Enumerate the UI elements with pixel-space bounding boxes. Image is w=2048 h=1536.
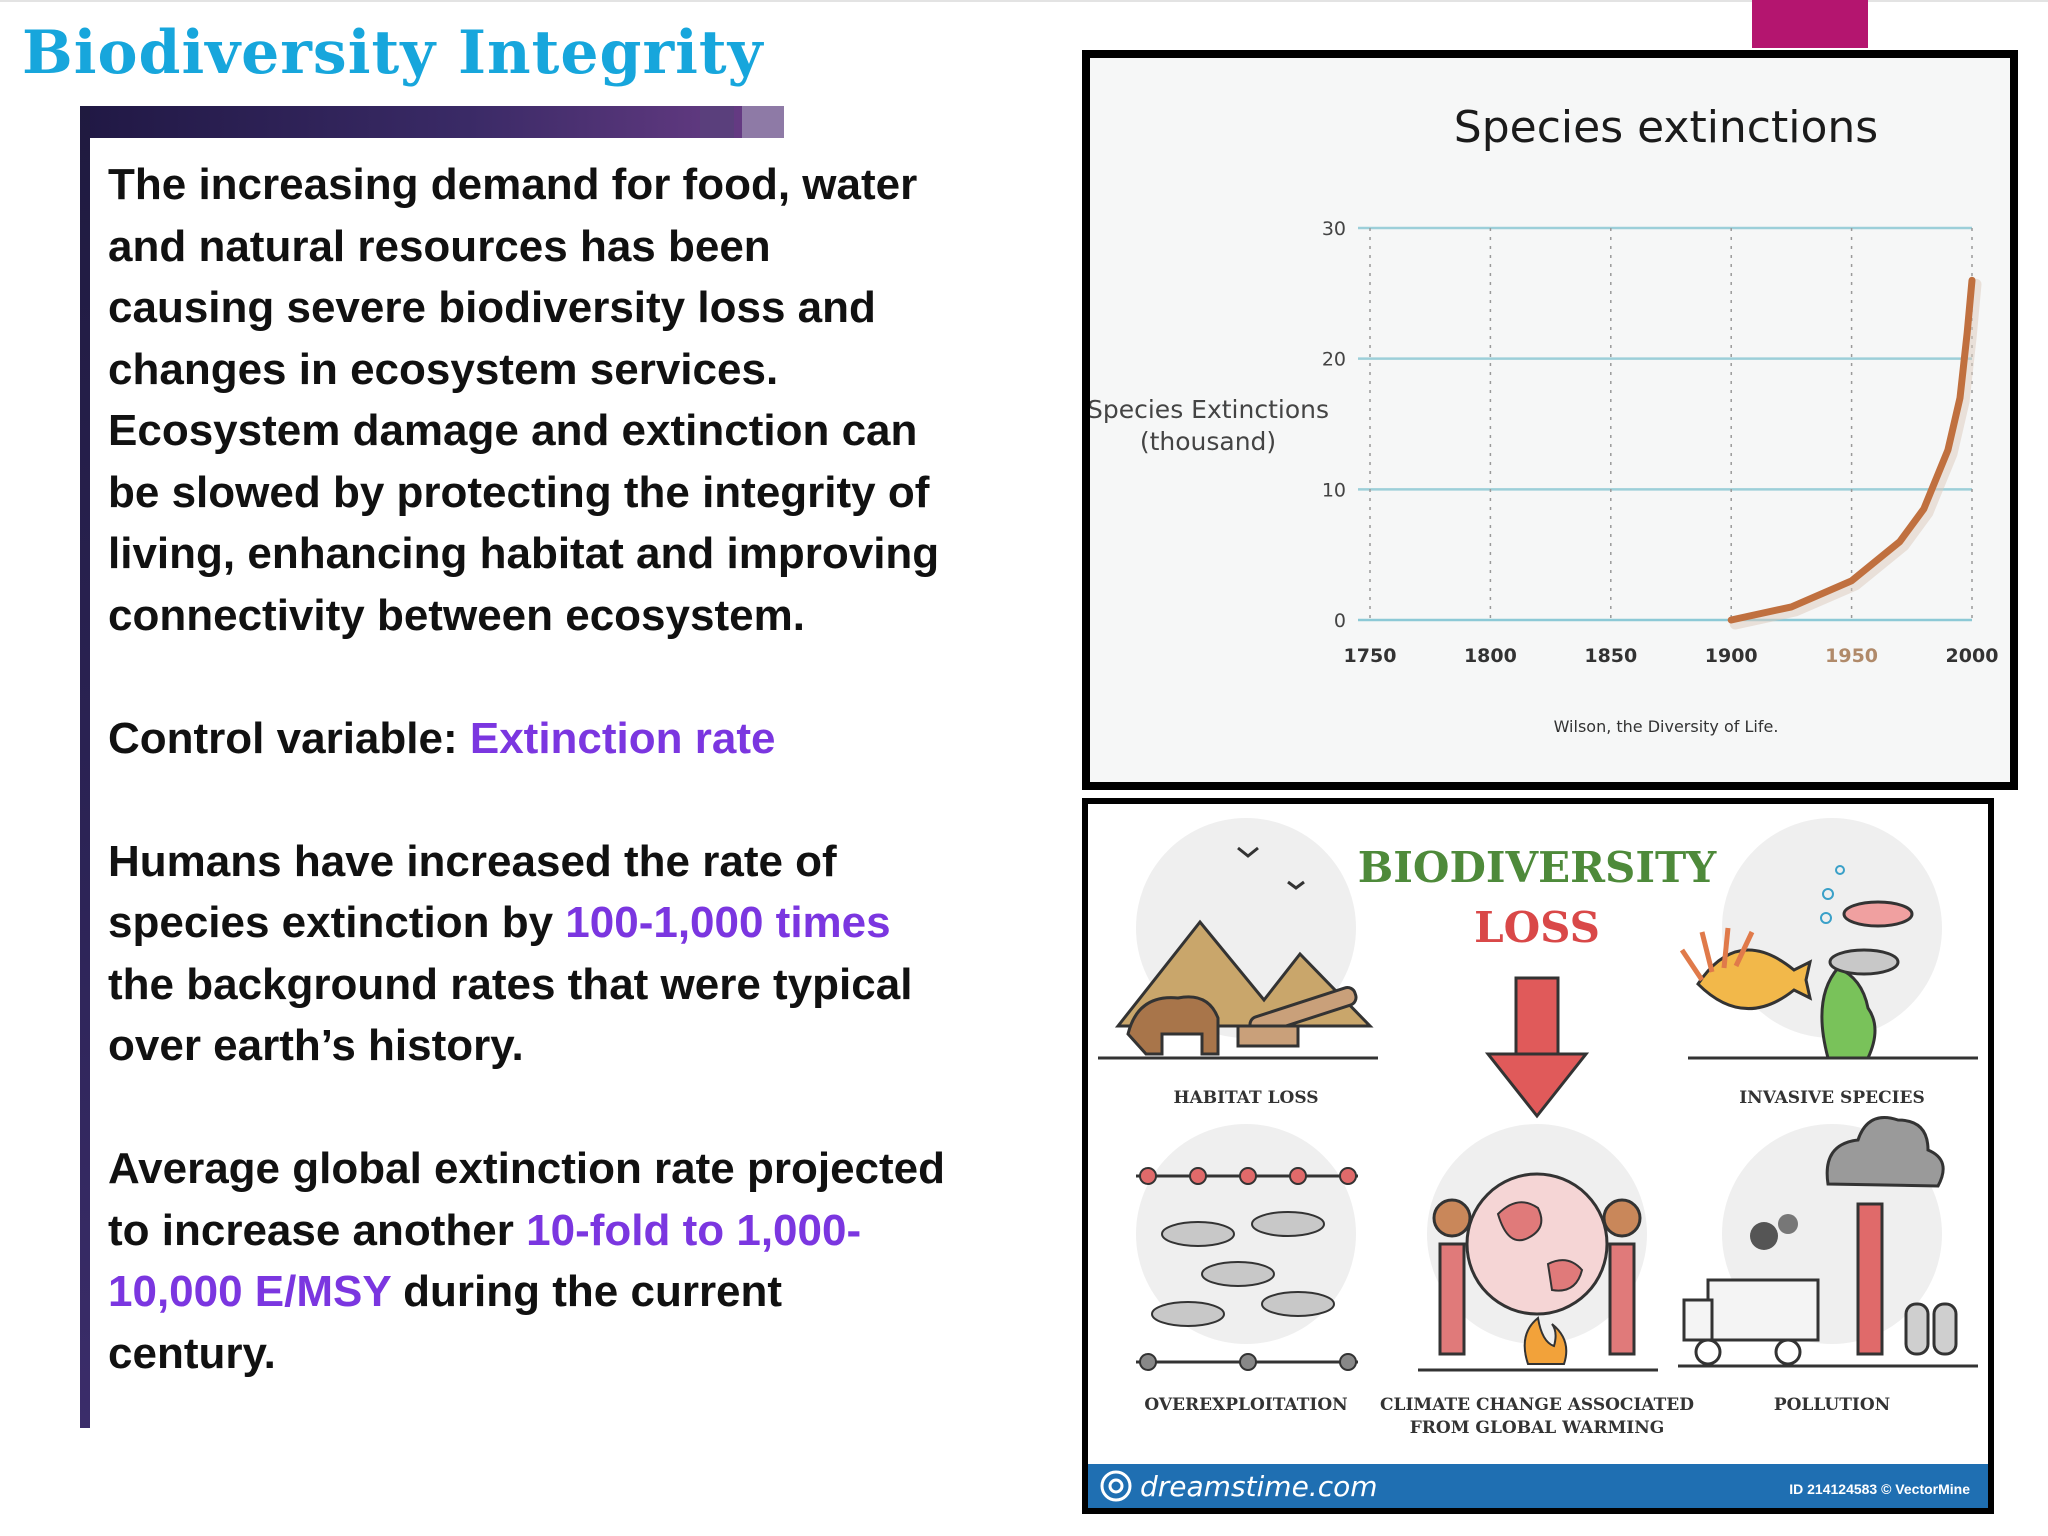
- infographic-title: BIODIVERSITY: [1358, 843, 1718, 892]
- body-paragraph: Humans have increased the rate of specie…: [108, 831, 948, 1077]
- dreamstime-logo-icon: [1100, 1470, 1132, 1502]
- habitat-loss-illustration: [1098, 818, 1378, 1060]
- title-band-tile: [742, 106, 784, 138]
- invasive-species-illustration: [1679, 818, 1978, 1060]
- infographic-footer-bar: [1088, 1464, 1988, 1508]
- chart-x-tick-label: 2000: [1946, 645, 1999, 667]
- chart-title: Species extinctions: [1454, 102, 1878, 153]
- chart-x-tick-label: 1750: [1344, 645, 1397, 667]
- chart-x-tick-label: 1950: [1825, 645, 1878, 667]
- slide-title: Biodiversity Integrity: [22, 18, 764, 88]
- top-rule: [0, 0, 2048, 2]
- climate-change-label-line2: FROM GLOBAL WARMING: [1410, 1418, 1665, 1438]
- pollution-label: POLLUTION: [1774, 1395, 1890, 1415]
- chart-y-tick-label: 10: [1322, 479, 1346, 501]
- overexploitation-label: OVEREXPLOITATION: [1144, 1395, 1347, 1415]
- footer-image-id: ID 214124583 © VectorMine: [1789, 1481, 1970, 1497]
- title-underline-band: [80, 106, 784, 138]
- footer-brand: dreamstime.com: [1140, 1470, 1378, 1503]
- chart-series-line-shadow: [1729, 278, 1982, 630]
- chart-y-tick-label: 20: [1322, 349, 1346, 371]
- title-band-tile: [700, 106, 734, 138]
- highlighted-text: Extinction rate: [469, 713, 776, 763]
- species-extinctions-chart: Species extinctions Species Extinctions …: [1090, 102, 1999, 736]
- left-accent-bar: [80, 106, 90, 1428]
- corner-accent: [1752, 0, 1868, 48]
- habitat-loss-label: HABITAT LOSS: [1173, 1088, 1318, 1108]
- overexploitation-illustration: [1136, 1124, 1358, 1371]
- chart-y-axis-label: (thousand): [1140, 427, 1276, 456]
- chart-x-tick-label: 1900: [1705, 645, 1758, 667]
- chart-y-axis-label: Species Extinctions: [1090, 395, 1329, 424]
- species-extinctions-chart-panel: Species extinctions Species Extinctions …: [1082, 50, 2018, 790]
- infographic-subtitle: LOSS: [1474, 903, 1600, 952]
- chart-x-tick-label: 1850: [1584, 645, 1637, 667]
- climate-change-label: CLIMATE CHANGE ASSOCIATED: [1380, 1395, 1694, 1415]
- slide-body-text: The increasing demand for food, water an…: [108, 154, 948, 1446]
- down-arrow-icon: [1484, 976, 1590, 1119]
- chart-y-tick-label: 30: [1322, 218, 1346, 240]
- chart-y-tick-label: 0: [1334, 610, 1346, 632]
- chart-source-note: Wilson, the Diversity of Life.: [1554, 717, 1779, 736]
- highlighted-text: 10-fold to 1,000-10,000 E/MSY: [108, 1205, 862, 1317]
- paragraph-text: Control variable:: [108, 713, 470, 763]
- invasive-species-label: INVASIVE SPECIES: [1739, 1088, 1925, 1108]
- paragraph-text: Humans have increased the rate of specie…: [108, 836, 837, 948]
- paragraph-text: Average global extinction rate projected…: [108, 1144, 946, 1255]
- highlighted-text: 100-1,000 times: [565, 898, 891, 947]
- pollution-illustration: [1678, 1116, 1978, 1368]
- chart-x-tick-label: 1800: [1464, 645, 1517, 667]
- chart-plot-area: 0 10 20 30 1750 1800 1850 1900 1950 2000: [1322, 218, 1999, 667]
- body-paragraph: Control variable: Extinction rate: [108, 708, 948, 770]
- climate-change-illustration: [1418, 1124, 1658, 1372]
- chart-series-line: [1727, 276, 1976, 624]
- body-paragraph: Average global extinction rate projected…: [108, 1138, 948, 1384]
- biodiversity-loss-infographic: BIODIVERSITY LOSS HABITAT LOSS: [1082, 798, 1994, 1514]
- paragraph-text: during the current century.: [108, 1267, 783, 1378]
- paragraph-text: the background rates that were typical o…: [108, 959, 913, 1071]
- body-paragraph: The increasing demand for food, water an…: [108, 154, 948, 646]
- paragraph-text: The increasing demand for food, water an…: [108, 160, 940, 640]
